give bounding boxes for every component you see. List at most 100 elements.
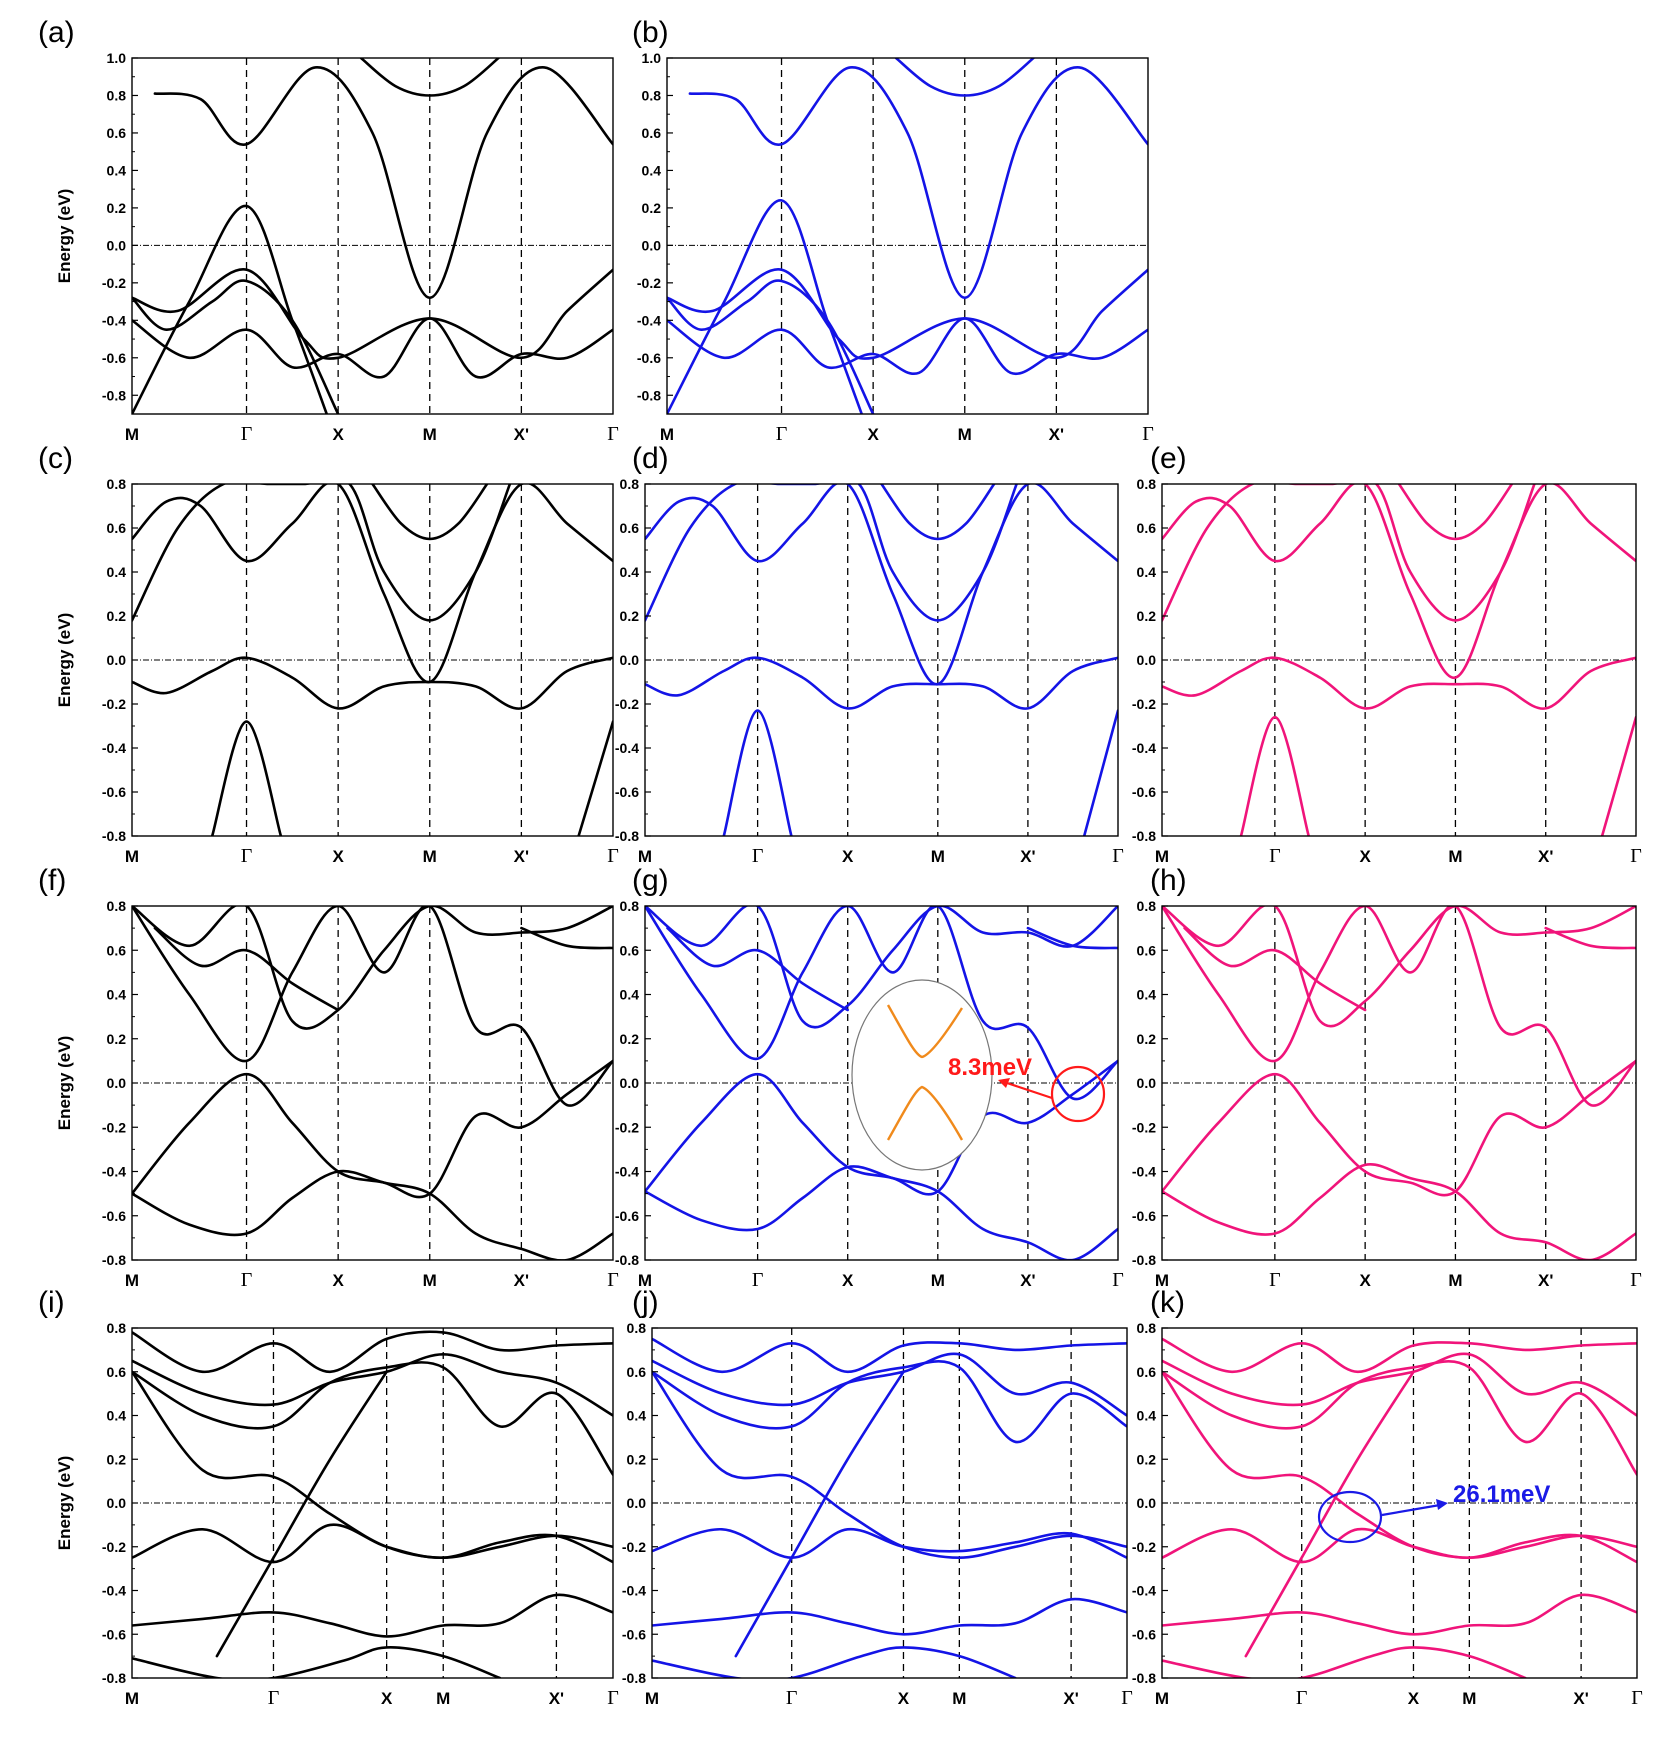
y-tick-label: 0.8 [107, 1320, 127, 1336]
gap-inset [851, 979, 993, 1171]
y-tick-label: 0.6 [107, 125, 127, 141]
band-line [645, 1165, 1118, 1260]
y-tick-label: -0.8 [102, 1670, 126, 1686]
bands-c [132, 484, 613, 836]
band-line [667, 199, 863, 414]
y-tick-label: 0.6 [107, 1364, 127, 1380]
y-tick-label: -0.2 [615, 696, 639, 712]
band-line [652, 1527, 1127, 1559]
inset-ellipse [851, 979, 993, 1171]
band-line [688, 66, 1148, 300]
y-tick-label: -0.8 [102, 1252, 126, 1268]
band-line [132, 484, 512, 622]
kpoint-label: X [381, 1689, 393, 1708]
panel-label-c: (c) [38, 442, 73, 475]
kpoint-label: Γ [607, 1269, 619, 1291]
y-tick-label: -0.4 [637, 312, 661, 328]
y-tick-label: 0.2 [107, 1031, 127, 1047]
kpoint-label: X [842, 847, 854, 866]
band-line [371, 484, 489, 541]
y-tick-label: 0.4 [642, 162, 662, 178]
band-line [132, 279, 340, 414]
band-line [132, 1593, 613, 1638]
y-tick-label: 0.2 [107, 1451, 127, 1467]
y-tick-label: 0.2 [642, 200, 662, 216]
y-tick-label: 0.0 [107, 237, 127, 253]
y-tick-label: -0.8 [1132, 1252, 1156, 1268]
y-tick-label: -0.6 [637, 350, 661, 366]
y-tick-label: 0.8 [107, 476, 127, 492]
panel-label-h: (h) [1150, 864, 1187, 897]
band-line [1162, 1059, 1636, 1197]
y-tick-label: 0.8 [642, 87, 662, 103]
kpoint-label: Γ [1631, 1687, 1643, 1709]
y-tick-label: -0.6 [102, 1626, 126, 1642]
y-tick-label: -0.2 [622, 1539, 646, 1555]
kpoint-label: X' [1573, 1689, 1588, 1708]
kpoint-label: M [952, 1689, 966, 1708]
y-tick-label: 0.4 [107, 1408, 127, 1424]
band-line [1162, 906, 1636, 1028]
plot-frame [131, 57, 614, 415]
gap-arrow [1003, 1080, 1053, 1100]
y-tick-label: 0.8 [107, 87, 127, 103]
y-axis-label: Energy (eV) [55, 1456, 74, 1550]
panel-label-e: (e) [1150, 442, 1187, 475]
kpoint-label: M [423, 847, 437, 866]
y-tick-label: -0.8 [1132, 828, 1156, 844]
gap-annotation: 8.3meV [948, 1054, 1032, 1081]
kpoint-label: X' [514, 847, 529, 866]
y-tick-label: 0.2 [1137, 1031, 1157, 1047]
panel-label-d: (d) [632, 442, 669, 475]
kpoint-label: X' [1063, 1689, 1078, 1708]
band-line [645, 484, 1018, 622]
bands-k [1162, 1337, 1637, 1678]
bands-d [645, 484, 1118, 836]
y-tick-label: 0.4 [107, 564, 127, 580]
inset-band-upper [886, 1004, 964, 1059]
band-line [645, 1059, 1118, 1196]
bands-i [132, 1330, 613, 1678]
band-line [1544, 926, 1636, 950]
band-line [722, 709, 793, 836]
bands-j [652, 1337, 1127, 1678]
panel-label-g: (g) [632, 864, 669, 897]
band-line [153, 926, 340, 1012]
kpoint-label: X' [514, 1271, 529, 1290]
y-tick-label: -0.2 [1132, 1119, 1156, 1135]
band-line [1162, 484, 1536, 622]
panel-label-a: (a) [38, 16, 75, 49]
kpoint-label: X' [1538, 847, 1553, 866]
inset-band-lower [886, 1085, 964, 1141]
kpoint-label: M [958, 425, 972, 444]
y-tick-label: 0.8 [620, 476, 640, 492]
y-tick-label: -0.2 [102, 1539, 126, 1555]
band-line [645, 906, 1118, 1029]
y-tick-label: 0.2 [107, 200, 127, 216]
panel-d: (d) -0.8 -0.6 -0.4 -0.2 0.0 0.2 0.4 0.6 0.8 M Γ X M X'… [615, 442, 1124, 867]
y-tick-label: 0.8 [1137, 898, 1157, 914]
kpoint-label: M [1448, 1271, 1462, 1290]
kpoint-label: Γ [607, 423, 619, 445]
y-tick-label: -0.6 [615, 1208, 639, 1224]
y-tick-label: 0.0 [627, 1495, 647, 1511]
kpoint-label: Γ [607, 845, 619, 867]
y-tick-label: -0.4 [1132, 1164, 1156, 1180]
y-tick-label: 1.0 [642, 50, 662, 66]
gap-circle [1317, 1490, 1383, 1544]
kpoint-label: Γ [1630, 1269, 1642, 1291]
bands-a [132, 58, 613, 414]
y-tick-label: -0.8 [637, 387, 661, 403]
y-tick-label: 0.2 [107, 608, 127, 624]
panel-label-b: (b) [632, 16, 669, 49]
kpoint-label: X [332, 425, 344, 444]
panel-h: (h) -0.8 -0.6 -0.4 -0.2 0.0 0.2 0.4 0.6 0.8 M Γ X M X'… [1132, 864, 1642, 1291]
bands-e [1162, 484, 1636, 836]
band-line [132, 906, 613, 1030]
y-tick-label: -0.2 [102, 275, 126, 291]
panel-i: (i) -0.8 -0.6 -0.4 -0.2 0.0 0.2 0.4 0.6 0.8 M Γ X M X'… [38, 1286, 619, 1709]
band-line [667, 317, 1148, 376]
kpoint-label: X' [1020, 1271, 1035, 1290]
panel-b: (b) -0.8 -0.6 -0.4 -0.2 0.0 0.2 0.4 0.6 0.8 1.0 M Γ X… [632, 16, 1154, 445]
y-tick-label: -0.6 [1132, 784, 1156, 800]
